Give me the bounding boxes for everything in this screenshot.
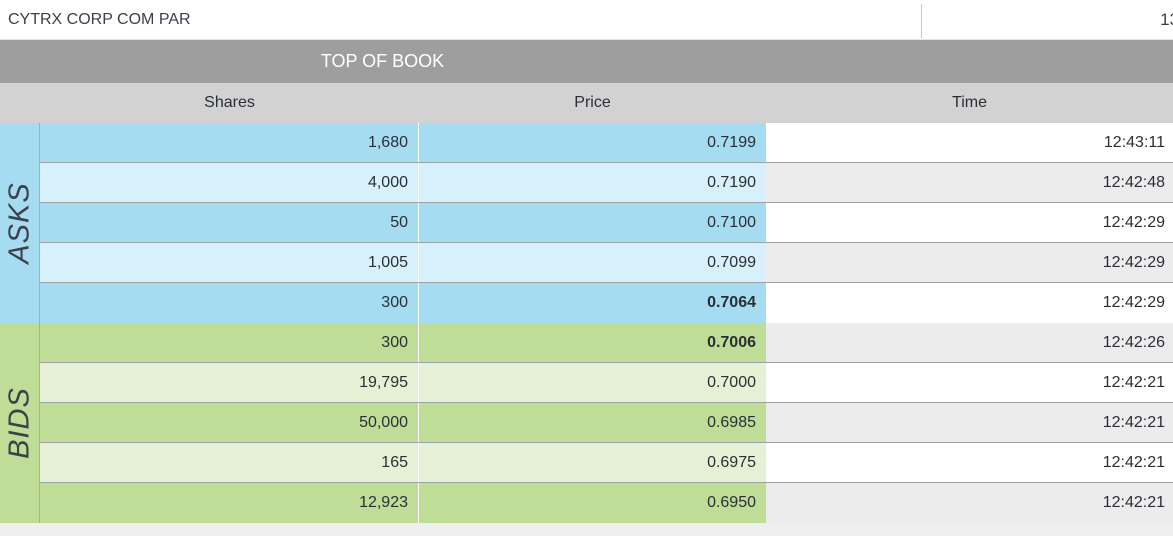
table-row[interactable]: 300 0.7064 12:42:29	[40, 283, 1173, 323]
ask-time-cell: 12:42:29	[766, 203, 1173, 242]
bid-shares-cell: 19,795	[40, 363, 419, 402]
bid-price-cell: 0.6985	[419, 403, 766, 442]
ask-price-cell: 0.7099	[419, 243, 766, 282]
asks-side-label: ASKS	[0, 123, 40, 323]
table-row[interactable]: 4,000 0.7190 12:42:48	[40, 163, 1173, 203]
column-header-time[interactable]: Time	[952, 94, 987, 111]
ask-shares-cell: 300	[40, 283, 419, 323]
best-ask-price-cell: 0.7064	[419, 283, 766, 323]
header-divider	[921, 4, 922, 38]
bid-shares-cell: 165	[40, 443, 419, 482]
bid-time-cell: 12:42:21	[766, 443, 1173, 482]
column-header-shares[interactable]: Shares	[204, 94, 255, 111]
bid-shares-cell: 12,923	[40, 483, 419, 523]
best-bid-price-cell: 0.7006	[419, 323, 766, 362]
asks-label-text: ASKS	[3, 182, 35, 264]
bid-shares-cell: 300	[40, 323, 419, 362]
table-row[interactable]: 1,005 0.7099 12:42:29	[40, 243, 1173, 283]
bid-shares-cell: 50,000	[40, 403, 419, 442]
instrument-name: CYTRX CORP COM PAR	[8, 11, 191, 28]
asks-rows: 1,680 0.7199 12:43:11 4,000 0.7190 12:42…	[40, 123, 1173, 323]
bid-price-cell: 0.6950	[419, 483, 766, 523]
ask-shares-cell: 1,680	[40, 123, 419, 162]
table-row[interactable]: 1,680 0.7199 12:43:11	[40, 123, 1173, 163]
table-row[interactable]: 50,000 0.6985 12:42:21	[40, 403, 1173, 443]
banner-filler	[765, 40, 1173, 83]
bids-side-label: BIDS	[0, 323, 40, 523]
table-row[interactable]: 300 0.7006 12:42:26	[40, 323, 1173, 363]
bid-time-cell: 12:42:26	[766, 323, 1173, 362]
bids-section: BIDS 300 0.7006 12:42:26 19,795 0.7000 1…	[0, 323, 1173, 523]
ask-time-cell: 12:42:48	[766, 163, 1173, 202]
bid-price-cell: 0.6975	[419, 443, 766, 482]
ask-price-cell: 0.7199	[419, 123, 766, 162]
bids-rows: 300 0.7006 12:42:26 19,795 0.7000 12:42:…	[40, 323, 1173, 523]
ask-time-cell: 12:43:11	[766, 123, 1173, 162]
instrument-value: 13	[1160, 10, 1173, 29]
ask-time-cell: 12:42:29	[766, 283, 1173, 323]
bid-time-cell: 12:42:21	[766, 403, 1173, 442]
ask-price-cell: 0.7190	[419, 163, 766, 202]
order-book-body: ASKS 1,680 0.7199 12:43:11 4,000 0.7190 …	[0, 123, 1173, 536]
table-row[interactable]: 12,923 0.6950 12:42:21	[40, 483, 1173, 523]
instrument-header: CYTRX CORP COM PAR 13	[0, 0, 1173, 40]
column-header-price[interactable]: Price	[574, 94, 611, 111]
ask-shares-cell: 1,005	[40, 243, 419, 282]
ask-time-cell: 12:42:29	[766, 243, 1173, 282]
asks-section: ASKS 1,680 0.7199 12:43:11 4,000 0.7190 …	[0, 123, 1173, 323]
table-row[interactable]: 165 0.6975 12:42:21	[40, 443, 1173, 483]
ask-shares-cell: 4,000	[40, 163, 419, 202]
table-row[interactable]: 19,795 0.7000 12:42:21	[40, 363, 1173, 403]
ask-shares-cell: 50	[40, 203, 419, 242]
bid-price-cell: 0.7000	[419, 363, 766, 402]
ask-price-cell: 0.7100	[419, 203, 766, 242]
bottom-strip	[0, 523, 1173, 531]
column-header-row: Shares Price Time	[0, 83, 1173, 123]
table-row[interactable]: 50 0.7100 12:42:29	[40, 203, 1173, 243]
top-of-book-banner: TOP OF BOOK	[0, 40, 1173, 83]
bid-time-cell: 12:42:21	[766, 483, 1173, 523]
bids-label-text: BIDS	[3, 387, 35, 459]
top-of-book-title: TOP OF BOOK	[0, 40, 765, 83]
bid-time-cell: 12:42:21	[766, 363, 1173, 402]
